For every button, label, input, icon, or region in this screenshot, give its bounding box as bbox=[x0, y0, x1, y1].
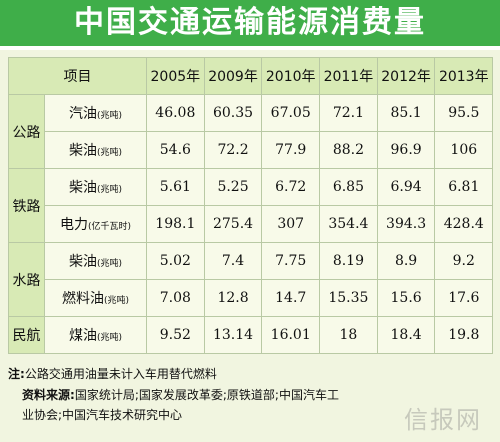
value-cell: 12.8 bbox=[203, 279, 263, 317]
fuel-unit: (兆吨) bbox=[96, 333, 123, 343]
value-cell: 307 bbox=[261, 205, 321, 243]
value-cell: 354.4 bbox=[319, 205, 378, 243]
watermark-logo: 信报网 bbox=[404, 406, 482, 434]
value-cell: 6.81 bbox=[434, 168, 494, 206]
fuel-cell: 柴油(兆吨) bbox=[44, 242, 147, 280]
source-note: 资料来源:国家统计局;国家发展改革委;原铁道部;中国汽车工 业协会;中国汽车技术… bbox=[22, 385, 492, 425]
value-cell: 7.08 bbox=[146, 279, 205, 317]
fuel-unit: (兆吨) bbox=[96, 259, 123, 269]
mode-cell: 公路 bbox=[8, 94, 45, 169]
fuel-name: 电力 bbox=[59, 217, 88, 233]
header-year: 2010年 bbox=[261, 57, 321, 95]
fuel-name: 煤油 bbox=[68, 328, 97, 344]
fuel-unit: (亿千瓦时) bbox=[87, 222, 132, 232]
value-cell: 60.35 bbox=[203, 94, 263, 132]
mode-cell: 铁路 bbox=[8, 168, 45, 243]
value-cell: 6.85 bbox=[319, 168, 378, 206]
fuel-cell: 柴油(兆吨) bbox=[44, 131, 147, 169]
mode-cell: 水路 bbox=[8, 242, 45, 317]
value-cell: 18.4 bbox=[376, 316, 436, 354]
value-cell: 8.9 bbox=[376, 242, 436, 280]
fuel-unit: (兆吨) bbox=[96, 148, 123, 158]
value-cell: 198.1 bbox=[146, 205, 205, 243]
fuel-cell: 燃料油(兆吨) bbox=[44, 279, 147, 317]
table-row: 水路 柴油(兆吨) 5.02 7.4 7.75 8.19 8.9 9.2 bbox=[8, 242, 494, 317]
value-cell: 67.05 bbox=[261, 94, 321, 132]
value-cell: 9.2 bbox=[434, 242, 494, 280]
fuel-name: 柴油 bbox=[68, 143, 97, 159]
value-cell: 394.3 bbox=[376, 205, 436, 243]
value-cell: 6.72 bbox=[261, 168, 321, 206]
header-year: 2013年 bbox=[434, 57, 494, 95]
fuel-cell: 汽油(兆吨) bbox=[44, 94, 147, 132]
value-cell: 106 bbox=[434, 131, 494, 169]
title-underline bbox=[0, 46, 500, 50]
value-cell: 54.6 bbox=[146, 131, 205, 169]
value-cell: 428.4 bbox=[434, 205, 494, 243]
value-cell: 9.52 bbox=[146, 316, 205, 354]
value-cell: 85.1 bbox=[376, 94, 436, 132]
value-cell: 95.5 bbox=[434, 94, 494, 132]
value-cell: 7.4 bbox=[203, 242, 263, 280]
table-row: 公路 汽油(兆吨) 46.08 60.35 67.05 72.1 85.1 95… bbox=[8, 94, 494, 169]
fuel-name: 燃料油 bbox=[61, 291, 104, 307]
value-cell: 5.02 bbox=[146, 242, 205, 280]
value-cell: 72.2 bbox=[203, 131, 263, 169]
value-cell: 16.01 bbox=[261, 316, 321, 354]
source-label: 资料来源: bbox=[22, 388, 75, 402]
footnote: 注:公路交通用油量未计入车用替代燃料 bbox=[8, 364, 492, 384]
table-row: 电力(亿千瓦时) 198.1 275.4 307 354.4 394.3 428… bbox=[9, 205, 494, 243]
value-cell: 5.25 bbox=[203, 168, 263, 206]
header-item: 项目 bbox=[8, 57, 147, 95]
footnote-label: 注: bbox=[8, 367, 25, 381]
title-bar bbox=[0, 0, 500, 46]
value-cell: 88.2 bbox=[319, 131, 378, 169]
source-line-1: 国家统计局;国家发展改革委;原铁道部;中国汽车工 bbox=[74, 388, 339, 402]
fuel-unit: (兆吨) bbox=[103, 296, 130, 306]
value-cell: 8.19 bbox=[319, 242, 378, 280]
source-line-2: 业协会;中国汽车技术研究中心 bbox=[22, 408, 183, 422]
value-cell: 275.4 bbox=[203, 205, 263, 243]
header-year: 2009年 bbox=[203, 57, 263, 95]
fuel-unit: (兆吨) bbox=[96, 185, 123, 195]
table-row: 燃料油(兆吨) 7.08 12.8 14.7 15.35 15.6 17.6 bbox=[9, 279, 494, 317]
fuel-cell: 柴油(兆吨) bbox=[44, 168, 147, 206]
mode-cell: 民航 bbox=[8, 316, 45, 354]
footnote-text: 公路交通用油量未计入车用替代燃料 bbox=[24, 367, 217, 381]
header-year: 2005年 bbox=[146, 57, 205, 95]
value-cell: 17.6 bbox=[434, 279, 494, 317]
fuel-unit: (兆吨) bbox=[96, 111, 123, 121]
value-cell: 6.94 bbox=[376, 168, 436, 206]
fuel-name: 柴油 bbox=[68, 180, 97, 196]
value-cell: 96.9 bbox=[376, 131, 436, 169]
value-cell: 46.08 bbox=[146, 94, 205, 132]
table-row: 民航 煤油(兆吨) 9.52 13.14 16.01 18 18.4 19.8 bbox=[8, 316, 494, 354]
value-cell: 15.35 bbox=[319, 279, 378, 317]
table-row: 柴油(兆吨) 54.6 72.2 77.9 88.2 96.9 106 bbox=[9, 131, 494, 169]
table-header-row: 项目 2005年 2009年 2010年 2011年 2012年 2013年 bbox=[8, 57, 494, 95]
value-cell: 18 bbox=[319, 316, 378, 354]
fuel-name: 汽油 bbox=[68, 106, 97, 122]
fuel-cell: 电力(亿千瓦时) bbox=[44, 205, 147, 243]
fuel-cell: 煤油(兆吨) bbox=[44, 316, 147, 354]
value-cell: 72.1 bbox=[319, 94, 378, 132]
table-row: 铁路 柴油(兆吨) 5.61 5.25 6.72 6.85 6.94 6.81 bbox=[8, 168, 494, 243]
value-cell: 77.9 bbox=[261, 131, 321, 169]
header-year: 2012年 bbox=[376, 57, 436, 95]
header-year: 2011年 bbox=[319, 57, 378, 95]
fuel-name: 柴油 bbox=[68, 254, 97, 270]
value-cell: 13.14 bbox=[203, 316, 263, 354]
page-title: 中国交通运输能源消费量 bbox=[74, 5, 426, 40]
value-cell: 14.7 bbox=[261, 279, 321, 317]
value-cell: 15.6 bbox=[376, 279, 436, 317]
energy-table: 项目 2005年 2009年 2010年 2011年 2012年 2013年 公… bbox=[8, 57, 494, 354]
value-cell: 5.61 bbox=[146, 168, 205, 206]
value-cell: 19.8 bbox=[434, 316, 494, 354]
value-cell: 7.75 bbox=[261, 242, 321, 280]
